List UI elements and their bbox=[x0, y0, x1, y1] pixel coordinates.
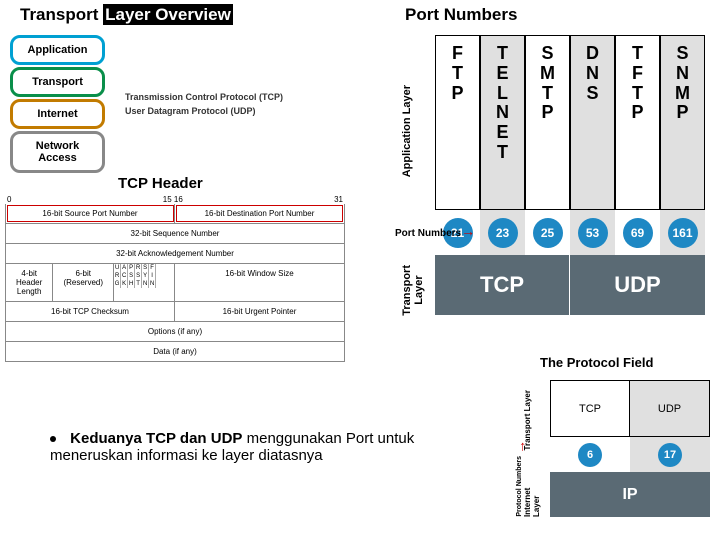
pn-port-161: 161 bbox=[668, 218, 698, 248]
pn-port-cell: 25 bbox=[525, 210, 570, 255]
label-udp: User Datagram Protocol (UDP) bbox=[125, 106, 283, 116]
layer-stack: Application Transport Internet Network A… bbox=[10, 35, 105, 175]
pf-transport-row: TCPUDP bbox=[550, 380, 710, 437]
pn-port-53: 53 bbox=[578, 218, 608, 248]
header-transport-layer: Transport Layer Overview bbox=[20, 5, 233, 25]
pf-num-17: 17 bbox=[658, 443, 682, 467]
tcp-src-port: 16-bit Source Port Number bbox=[6, 204, 175, 223]
protocol-field-title: The Protocol Field bbox=[540, 355, 653, 370]
pn-protocol-smtp: SMTP bbox=[525, 35, 570, 210]
pf-num-cell: 17 bbox=[630, 437, 710, 472]
pn-transport-row: TCPUDP bbox=[435, 255, 715, 315]
pf-box-tcp: TCP bbox=[551, 381, 630, 436]
pn-port-cell: 23 bbox=[480, 210, 525, 255]
tcp-options: Options (if any) bbox=[6, 322, 344, 341]
pn-protocol-dns: DNS bbox=[570, 35, 615, 210]
arrow-icon: → bbox=[512, 440, 528, 454]
pf-num-cell: 6 bbox=[550, 437, 630, 472]
header-port-numbers: Port Numbers bbox=[405, 5, 517, 25]
label-tcp: Transmission Control Protocol (TCP) bbox=[125, 92, 283, 102]
pn-port-cell: 53 bbox=[570, 210, 615, 255]
pf-internet-label: Internet Layer bbox=[523, 480, 541, 517]
pn-port-cell: 69 bbox=[615, 210, 660, 255]
tcp-window: 16-bit Window Size bbox=[175, 264, 344, 301]
protocol-field-diagram: Transport Layer Protocol Numbers → Inter… bbox=[520, 380, 710, 517]
bullet-bold: Keduanya TCP dan UDP bbox=[70, 430, 242, 447]
layer-application: Application bbox=[10, 35, 105, 65]
tcp-ack: 32-bit Acknowledgement Number bbox=[6, 244, 344, 263]
tcp-checksum: 16-bit TCP Checksum bbox=[6, 302, 175, 321]
pn-port-23: 23 bbox=[488, 218, 518, 248]
pn-port-row: 2123255369161 bbox=[435, 210, 715, 255]
pn-app-row: FTPTELNETSMTPDNSTFTPSNMP bbox=[435, 35, 715, 210]
pn-protocol-snmp: SNMP bbox=[660, 35, 705, 210]
bit-15-16: 15 16 bbox=[163, 195, 183, 204]
pn-port-25: 25 bbox=[533, 218, 563, 248]
tcp-hlen: 4-bit Header Length bbox=[6, 264, 53, 301]
tcp-data: Data (if any) bbox=[6, 342, 344, 361]
pn-transport-udp: UDP bbox=[570, 255, 705, 315]
bit-0: 0 bbox=[7, 195, 11, 204]
tcp-header-title: TCP Header bbox=[118, 175, 203, 192]
tcp-urgent: 16-bit Urgent Pointer bbox=[175, 302, 344, 321]
pf-ip-box: IP bbox=[550, 472, 710, 517]
pn-port-cell: 161 bbox=[660, 210, 705, 255]
hdr-left-white: Layer Overview bbox=[103, 4, 233, 25]
bit-31: 31 bbox=[334, 195, 343, 204]
tcp-reserved: 6-bit (Reserved) bbox=[53, 264, 114, 301]
pn-port-label: Port Numbers→ bbox=[395, 223, 475, 239]
pn-app-layer-label: Application Layer bbox=[401, 85, 413, 177]
layer-internet: Internet bbox=[10, 99, 105, 129]
pn-transport-tcp: TCP bbox=[435, 255, 570, 315]
pn-port-69: 69 bbox=[623, 218, 653, 248]
pn-protocol-ftp: FTP bbox=[435, 35, 480, 210]
protocol-labels: Transmission Control Protocol (TCP) User… bbox=[125, 92, 283, 120]
pf-box-udp: UDP bbox=[630, 381, 709, 436]
arrow-icon: → bbox=[461, 223, 475, 239]
bullet-note: Keduanya TCP dan UDP menggunakan Port un… bbox=[50, 430, 470, 464]
tcp-header-diagram: 0 15 16 31 16-bit Source Port Number 16-… bbox=[5, 195, 345, 362]
pf-num-6: 6 bbox=[578, 443, 602, 467]
port-numbers-diagram: Application Layer Port Numbers→ Transpor… bbox=[405, 35, 715, 315]
pn-protocol-telnet: TELNET bbox=[480, 35, 525, 210]
tcp-dst-port: 16-bit Destination Port Number bbox=[175, 204, 344, 223]
pn-transport-label: Transport Layer bbox=[401, 265, 425, 316]
layer-transport: Transport bbox=[10, 67, 105, 97]
bullet-dot-icon bbox=[50, 436, 56, 442]
hdr-left-pre: Transport bbox=[20, 5, 103, 24]
pn-protocol-tftp: TFTP bbox=[615, 35, 660, 210]
pf-number-row: 6 17 bbox=[550, 437, 710, 472]
layer-network-access: Network Access bbox=[10, 131, 105, 173]
tcp-flags: UAPRSF RCSSYI GKHTNN bbox=[114, 264, 175, 301]
tcp-seq: 32-bit Sequence Number bbox=[6, 224, 344, 243]
